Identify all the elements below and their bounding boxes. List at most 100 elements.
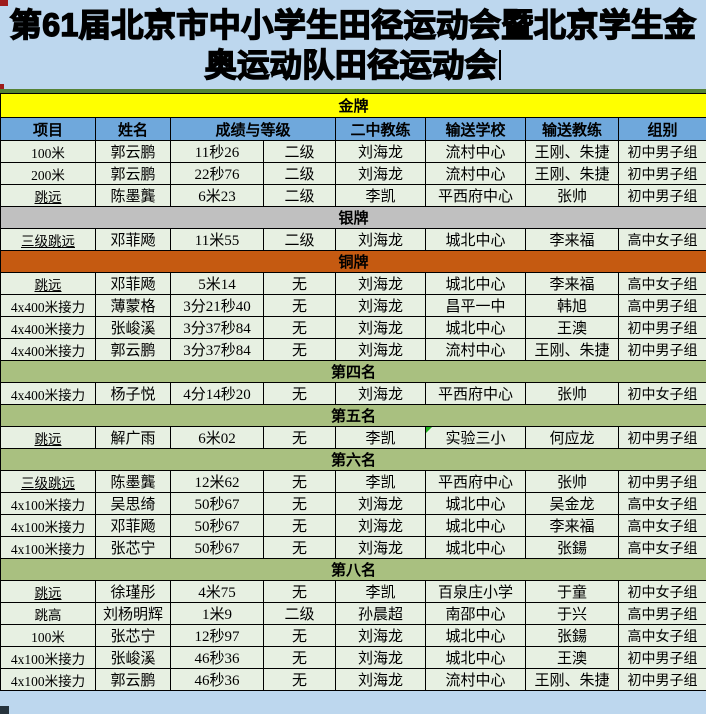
table-cell[interactable]: 初中男子组 <box>617 316 706 339</box>
table-cell[interactable]: 张帅 <box>525 470 619 493</box>
table-cell[interactable]: 刘杨明辉 <box>95 602 171 625</box>
table-cell[interactable]: 无 <box>263 624 336 647</box>
table-cell[interactable]: 李来福 <box>525 228 619 251</box>
table-cell[interactable]: 初中男子组 <box>617 162 706 185</box>
table-cell[interactable]: 高中女子组 <box>617 514 706 537</box>
table-cell[interactable]: 无 <box>263 492 336 515</box>
table-cell[interactable]: 陈墨龔 <box>95 184 171 207</box>
table-cell[interactable]: 邓菲飏 <box>95 228 171 251</box>
table-cell[interactable]: 李凯 <box>335 580 426 603</box>
table-cell[interactable]: 100米 <box>0 624 96 647</box>
table-cell[interactable]: 初中男子组 <box>617 668 706 691</box>
table-cell[interactable]: 李来福 <box>525 514 619 537</box>
table-cell[interactable]: 高中女子组 <box>617 492 706 515</box>
table-cell[interactable]: 流村中心 <box>425 338 526 361</box>
results-table[interactable]: 金牌 项目 姓名 成绩与等级 二中教练 输送学校 输送教练 组别 100米 郭云鹏 11秒26 二级刘… <box>0 93 706 691</box>
table-cell[interactable]: 张芯宁 <box>95 624 171 647</box>
table-cell[interactable]: 昌平一中 <box>425 294 526 317</box>
table-cell[interactable]: 50秒67 <box>170 536 264 559</box>
section-band-7[interactable]: 第八名 <box>0 558 706 581</box>
table-cell[interactable]: 王澳 <box>525 316 619 339</box>
table-cell[interactable]: 孙晨超 <box>335 602 426 625</box>
table-cell[interactable]: 刘海龙 <box>335 162 426 185</box>
table-cell[interactable]: 初中男子组 <box>617 646 706 669</box>
table-cell[interactable]: 平西府中心 <box>425 184 526 207</box>
table-cell[interactable]: 无 <box>263 470 336 493</box>
table-cell[interactable]: 李凯 <box>335 184 426 207</box>
table-cell[interactable]: 南邵中心 <box>425 602 526 625</box>
table-cell[interactable]: 刘海龙 <box>335 514 426 537</box>
table-cell[interactable]: 邓菲飏 <box>95 514 171 537</box>
table-cell[interactable]: 3分21秒40 <box>170 294 264 317</box>
table-cell[interactable]: 12米62 <box>170 470 264 493</box>
table-cell[interactable]: 刘海龙 <box>335 228 426 251</box>
table-cell[interactable]: 刘海龙 <box>335 272 426 295</box>
table-cell[interactable]: 无 <box>263 294 336 317</box>
table-cell[interactable]: 4x400米接力 <box>0 294 96 317</box>
table-cell[interactable]: 郭云鹏 <box>95 338 171 361</box>
table-cell[interactable]: 高中男子组 <box>617 294 706 317</box>
table-cell[interactable]: 高中女子组 <box>617 536 706 559</box>
table-cell[interactable]: 高中女子组 <box>617 272 706 295</box>
table-cell[interactable]: 张鍚 <box>525 536 619 559</box>
table-cell[interactable]: 城北中心 <box>425 536 526 559</box>
table-cell[interactable]: 张峻溪 <box>95 646 171 669</box>
table-cell[interactable]: 初中男子组 <box>617 426 706 449</box>
table-cell[interactable]: 王刚、朱捷 <box>525 162 619 185</box>
table-cell[interactable]: 王澳 <box>525 646 619 669</box>
table-cell[interactable]: 12秒97 <box>170 624 264 647</box>
table-cell[interactable]: 4x400米接力 <box>0 316 96 339</box>
table-cell[interactable]: 何应龙 <box>525 426 619 449</box>
table-cell[interactable]: 城北中心 <box>425 316 526 339</box>
table-cell[interactable]: 平西府中心 <box>425 382 526 405</box>
table-cell[interactable]: 张芯宁 <box>95 536 171 559</box>
table-cell[interactable]: 无 <box>263 536 336 559</box>
table-cell[interactable]: 初中男子组 <box>617 338 706 361</box>
table-cell[interactable]: 刘海龙 <box>335 492 426 515</box>
table-cell[interactable]: 刘海龙 <box>335 382 426 405</box>
table-cell[interactable]: 4x400米接力 <box>0 338 96 361</box>
table-cell[interactable]: 无 <box>263 316 336 339</box>
table-cell[interactable]: 4x400米接力 <box>0 382 96 405</box>
table-cell[interactable]: 三级跳远 <box>0 470 96 493</box>
table-cell[interactable]: 二级 <box>263 602 336 625</box>
table-cell[interactable]: 跳高 <box>0 602 96 625</box>
table-cell[interactable]: 于童 <box>525 580 619 603</box>
table-cell[interactable]: 跳远 <box>0 426 96 449</box>
table-cell[interactable]: 200米 <box>0 162 96 185</box>
table-cell[interactable]: 4米75 <box>170 580 264 603</box>
table-cell[interactable]: 1米9 <box>170 602 264 625</box>
table-cell[interactable]: 徐瑾彤 <box>95 580 171 603</box>
table-cell[interactable]: 王刚、朱捷 <box>525 338 619 361</box>
table-cell[interactable]: 解广雨 <box>95 426 171 449</box>
table-cell[interactable]: 跳远 <box>0 272 96 295</box>
table-cell[interactable]: 张帅 <box>525 184 619 207</box>
table-cell[interactable]: 王刚、朱捷 <box>525 140 619 163</box>
table-cell[interactable]: 初中女子组 <box>617 382 706 405</box>
table-cell[interactable]: 流村中心 <box>425 668 526 691</box>
table-cell[interactable]: 城北中心 <box>425 492 526 515</box>
table-cell[interactable]: 4x100米接力 <box>0 668 96 691</box>
table-cell[interactable]: 高中女子组 <box>617 228 706 251</box>
table-cell[interactable]: 平西府中心 <box>425 470 526 493</box>
table-cell[interactable]: 张峻溪 <box>95 316 171 339</box>
table-cell[interactable]: 50秒67 <box>170 514 264 537</box>
table-cell[interactable]: 二级 <box>263 140 336 163</box>
table-cell[interactable]: 100米 <box>0 140 96 163</box>
table-cell[interactable]: 初中女子组 <box>617 580 706 603</box>
table-cell[interactable]: 6米23 <box>170 184 264 207</box>
column-header[interactable]: 组别 <box>617 117 706 141</box>
table-cell[interactable]: 46秒36 <box>170 668 264 691</box>
table-cell[interactable]: 4分14秒20 <box>170 382 264 405</box>
table-cell[interactable]: 张帅 <box>525 382 619 405</box>
table-cell[interactable]: 城北中心 <box>425 272 526 295</box>
table-cell[interactable]: 刘海龙 <box>335 338 426 361</box>
section-band-5[interactable]: 第五名 <box>0 404 706 427</box>
table-cell[interactable]: 4x100米接力 <box>0 514 96 537</box>
table-cell[interactable]: 11米55 <box>170 228 264 251</box>
table-cell[interactable]: 刘海龙 <box>335 140 426 163</box>
table-cell[interactable]: 4x100米接力 <box>0 646 96 669</box>
table-cell[interactable]: 50秒67 <box>170 492 264 515</box>
table-cell[interactable]: 城北中心 <box>425 646 526 669</box>
table-cell[interactable]: 流村中心 <box>425 140 526 163</box>
